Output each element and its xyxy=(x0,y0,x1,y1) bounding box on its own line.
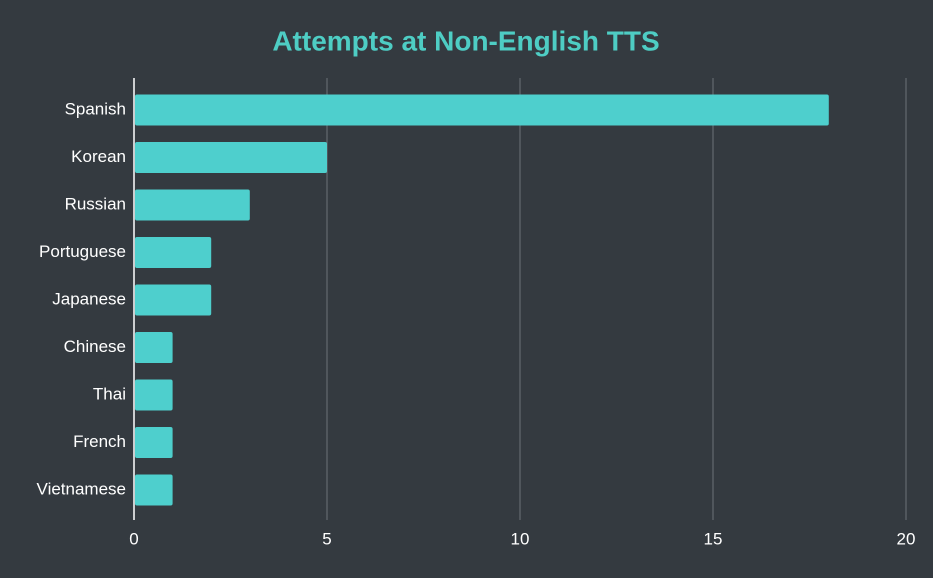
x-tick-label: 15 xyxy=(704,529,723,548)
bar xyxy=(135,189,250,221)
y-tick-label: Spanish xyxy=(65,99,126,118)
bar xyxy=(135,94,829,126)
y-tick-label: Thai xyxy=(93,384,126,403)
chart-title: Attempts at Non-English TTS xyxy=(272,25,659,56)
y-tick-label: Portuguese xyxy=(39,242,126,261)
bar xyxy=(135,379,173,411)
y-tick-label: Vietnamese xyxy=(37,479,126,498)
y-tick-label: French xyxy=(73,432,126,451)
x-tick-label: 0 xyxy=(129,529,138,548)
y-tick-label: Chinese xyxy=(64,337,126,356)
bar xyxy=(135,142,327,173)
bar xyxy=(135,474,173,506)
x-tick-label: 5 xyxy=(322,529,331,548)
x-tick-label: 20 xyxy=(897,529,916,548)
bar xyxy=(135,237,212,268)
bar xyxy=(135,284,212,316)
x-tick-label: 10 xyxy=(511,529,530,548)
bar xyxy=(135,427,173,458)
bar xyxy=(135,332,173,363)
y-tick-label: Russian xyxy=(65,194,126,213)
y-tick-label: Korean xyxy=(71,147,126,166)
y-tick-label: Japanese xyxy=(52,289,126,308)
